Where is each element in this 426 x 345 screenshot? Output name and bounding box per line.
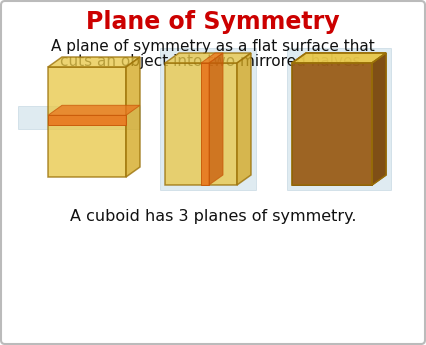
Polygon shape [292,63,372,185]
Polygon shape [48,115,126,125]
Polygon shape [48,105,140,115]
Text: A cuboid has 3 planes of symmetry.: A cuboid has 3 planes of symmetry. [70,209,356,225]
FancyBboxPatch shape [160,48,256,190]
Polygon shape [201,53,223,63]
Polygon shape [48,67,126,177]
Polygon shape [201,63,209,185]
Polygon shape [165,63,237,185]
Polygon shape [372,53,386,185]
Polygon shape [18,106,140,129]
Polygon shape [165,53,251,63]
Polygon shape [48,57,140,67]
Polygon shape [126,57,140,177]
Polygon shape [292,53,386,63]
Polygon shape [209,53,223,185]
Polygon shape [292,63,372,185]
Text: A plane of symmetry as a flat surface that: A plane of symmetry as a flat surface th… [51,39,375,53]
FancyBboxPatch shape [287,48,391,190]
Text: cuts an object into two mirrored halves.: cuts an object into two mirrored halves. [60,53,366,69]
Polygon shape [292,53,386,63]
Text: Plane of Symmetry: Plane of Symmetry [86,10,340,34]
Polygon shape [372,53,386,185]
Polygon shape [237,53,251,185]
